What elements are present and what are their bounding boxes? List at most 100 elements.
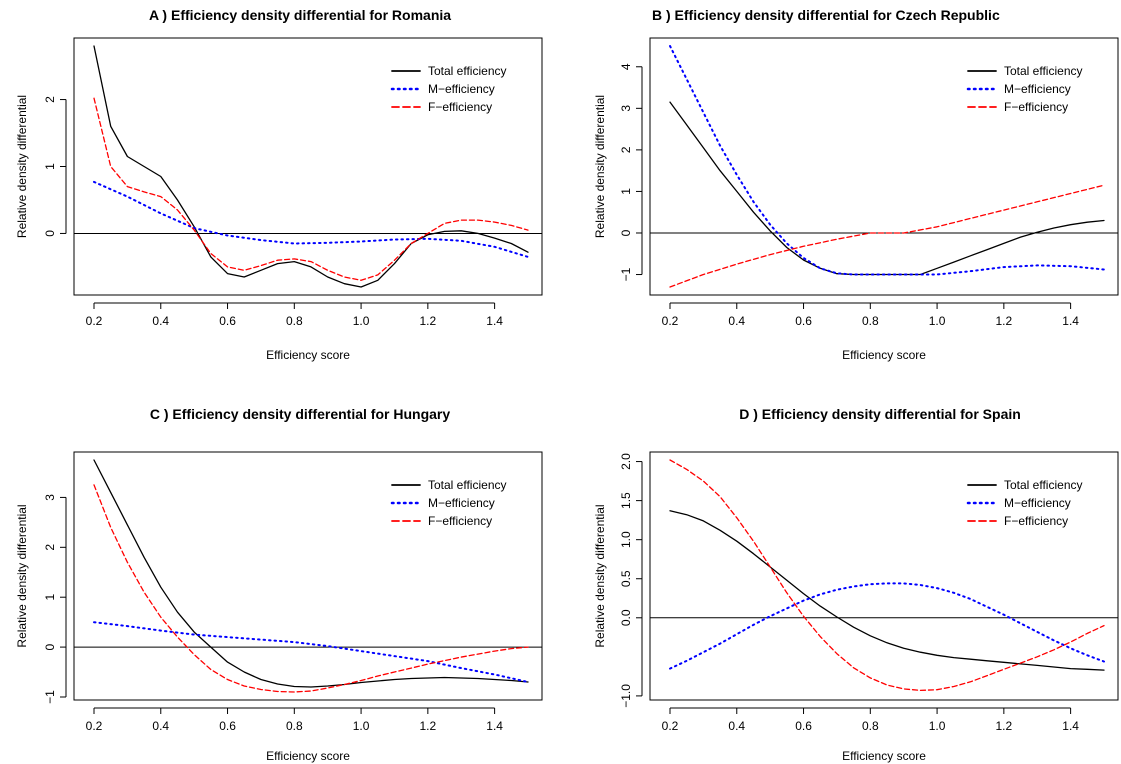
legend-label: F−efficiency (1004, 100, 1068, 114)
y-tick-label: 1 (619, 188, 633, 195)
series-lines (669, 459, 1105, 692)
plot-frame (73, 451, 543, 701)
legend-label: M−efficiency (428, 82, 495, 96)
series-line-total-efficiency (669, 101, 1105, 276)
y-tick-label: 2 (619, 146, 633, 153)
y-tick-label: 2.0 (619, 453, 633, 470)
x-axis-label: Efficiency score (266, 348, 350, 362)
y-axis-label: Relative density differential (593, 504, 607, 647)
x-tick-label: 0.2 (86, 314, 103, 328)
x-tick-label: 0.2 (662, 719, 679, 733)
x-tick-label: 1.2 (996, 314, 1013, 328)
chart-panel-hungary: C ) Efficiency density differential for … (15, 406, 543, 763)
x-tick-label: 0.8 (286, 719, 303, 733)
x-tick-label: 0.6 (219, 719, 236, 733)
x-tick-label: 0.6 (219, 314, 236, 328)
legend: Total efficiency M−efficiency F−efficiency (390, 64, 507, 114)
x-tick-label: 0.2 (662, 314, 679, 328)
legend: Total efficiency M−efficiency F−efficiency (966, 478, 1083, 528)
y-tick-label: 3 (43, 494, 57, 501)
series-line-m-efficiency (669, 582, 1105, 670)
x-tick-label: 0.6 (795, 314, 812, 328)
y-tick-label: 4 (619, 63, 633, 70)
y-tick-label: 0.0 (619, 609, 633, 626)
plot-frame (73, 37, 543, 296)
x-tick-label: 0.4 (152, 719, 169, 733)
y-tick-label: 0 (43, 230, 57, 237)
x-tick-label: 0.4 (728, 719, 745, 733)
legend-label: F−efficiency (1004, 514, 1068, 528)
y-tick-label: 0 (43, 643, 57, 650)
plot-frame (649, 37, 1119, 296)
x-tick-label: 1.0 (353, 719, 370, 733)
series-lines (93, 459, 529, 693)
x-tick-label: 1.4 (486, 719, 503, 733)
y-tick-label: 1.5 (619, 492, 633, 509)
y-tick-label: 0.5 (619, 570, 633, 587)
x-tick-label: 1.2 (996, 719, 1013, 733)
panel-title: B ) Efficiency density differential for … (652, 7, 1000, 23)
panel-title: D ) Efficiency density differential for … (739, 406, 1021, 422)
legend-label: Total efficiency (428, 64, 507, 78)
y-tick-label: 1 (43, 163, 57, 170)
y-axis-label: Relative density differential (593, 95, 607, 238)
x-tick-label: 1.4 (1062, 314, 1079, 328)
series-lines (93, 45, 529, 288)
y-tick-label: 1 (43, 594, 57, 601)
legend-label: F−efficiency (428, 514, 492, 528)
legend-label: M−efficiency (1004, 496, 1071, 510)
series-line-m-efficiency (93, 180, 529, 258)
x-tick-label: 0.2 (86, 719, 103, 733)
legend-label: Total efficiency (1004, 64, 1083, 78)
panel-title: C ) Efficiency density differential for … (150, 406, 450, 422)
panel-title: A ) Efficiency density differential for … (149, 7, 451, 23)
legend: Total efficiency M−efficiency F−efficiency (966, 64, 1083, 114)
y-tick-label: 2 (43, 544, 57, 551)
x-tick-label: 1.2 (420, 719, 437, 733)
chart-panel-spain: D ) Efficiency density differential for … (593, 406, 1119, 763)
y-axis-label: Relative density differential (15, 95, 29, 238)
plot-frame (649, 451, 1119, 701)
y-tick-label: 2 (43, 96, 57, 103)
legend: Total efficiency M−efficiency F−efficiency (390, 478, 507, 528)
legend-label: F−efficiency (428, 100, 492, 114)
x-tick-label: 0.4 (728, 314, 745, 328)
x-tick-label: 0.6 (795, 719, 812, 733)
series-line-m-efficiency (669, 45, 1105, 276)
x-tick-label: 0.4 (152, 314, 169, 328)
x-tick-label: 1.2 (420, 314, 437, 328)
y-tick-label: −1 (43, 690, 57, 704)
series-line-f-efficiency (669, 184, 1105, 288)
series-line-f-efficiency (669, 459, 1105, 692)
y-tick-label: 1.0 (619, 531, 633, 548)
series-lines (669, 45, 1105, 288)
x-tick-label: 1.4 (1062, 719, 1079, 733)
x-axis-label: Efficiency score (842, 749, 926, 763)
legend-label: M−efficiency (428, 496, 495, 510)
x-tick-label: 0.8 (862, 719, 879, 733)
x-tick-label: 1.0 (353, 314, 370, 328)
y-tick-label: 0 (619, 229, 633, 236)
legend-label: M−efficiency (1004, 82, 1071, 96)
series-line-f-efficiency (93, 97, 529, 281)
series-line-f-efficiency (93, 484, 529, 693)
x-tick-label: 0.8 (286, 314, 303, 328)
legend-label: Total efficiency (1004, 478, 1083, 492)
chart-panel-czech-republic: B ) Efficiency density differential for … (593, 7, 1119, 362)
series-line-m-efficiency (93, 621, 529, 683)
x-tick-label: 1.0 (929, 314, 946, 328)
series-line-total-efficiency (93, 459, 529, 688)
x-tick-label: 0.8 (862, 314, 879, 328)
x-tick-label: 1.4 (486, 314, 503, 328)
y-tick-label: −1.0 (619, 684, 633, 708)
y-tick-label: −1 (619, 267, 633, 281)
y-axis-label: Relative density differential (15, 504, 29, 647)
chart-panel-romania: A ) Efficiency density differential for … (15, 7, 543, 362)
x-axis-label: Efficiency score (266, 749, 350, 763)
x-tick-label: 1.0 (929, 719, 946, 733)
series-line-total-efficiency (93, 45, 529, 288)
series-line-total-efficiency (669, 510, 1105, 671)
x-axis-label: Efficiency score (842, 348, 926, 362)
y-tick-label: 3 (619, 105, 633, 112)
